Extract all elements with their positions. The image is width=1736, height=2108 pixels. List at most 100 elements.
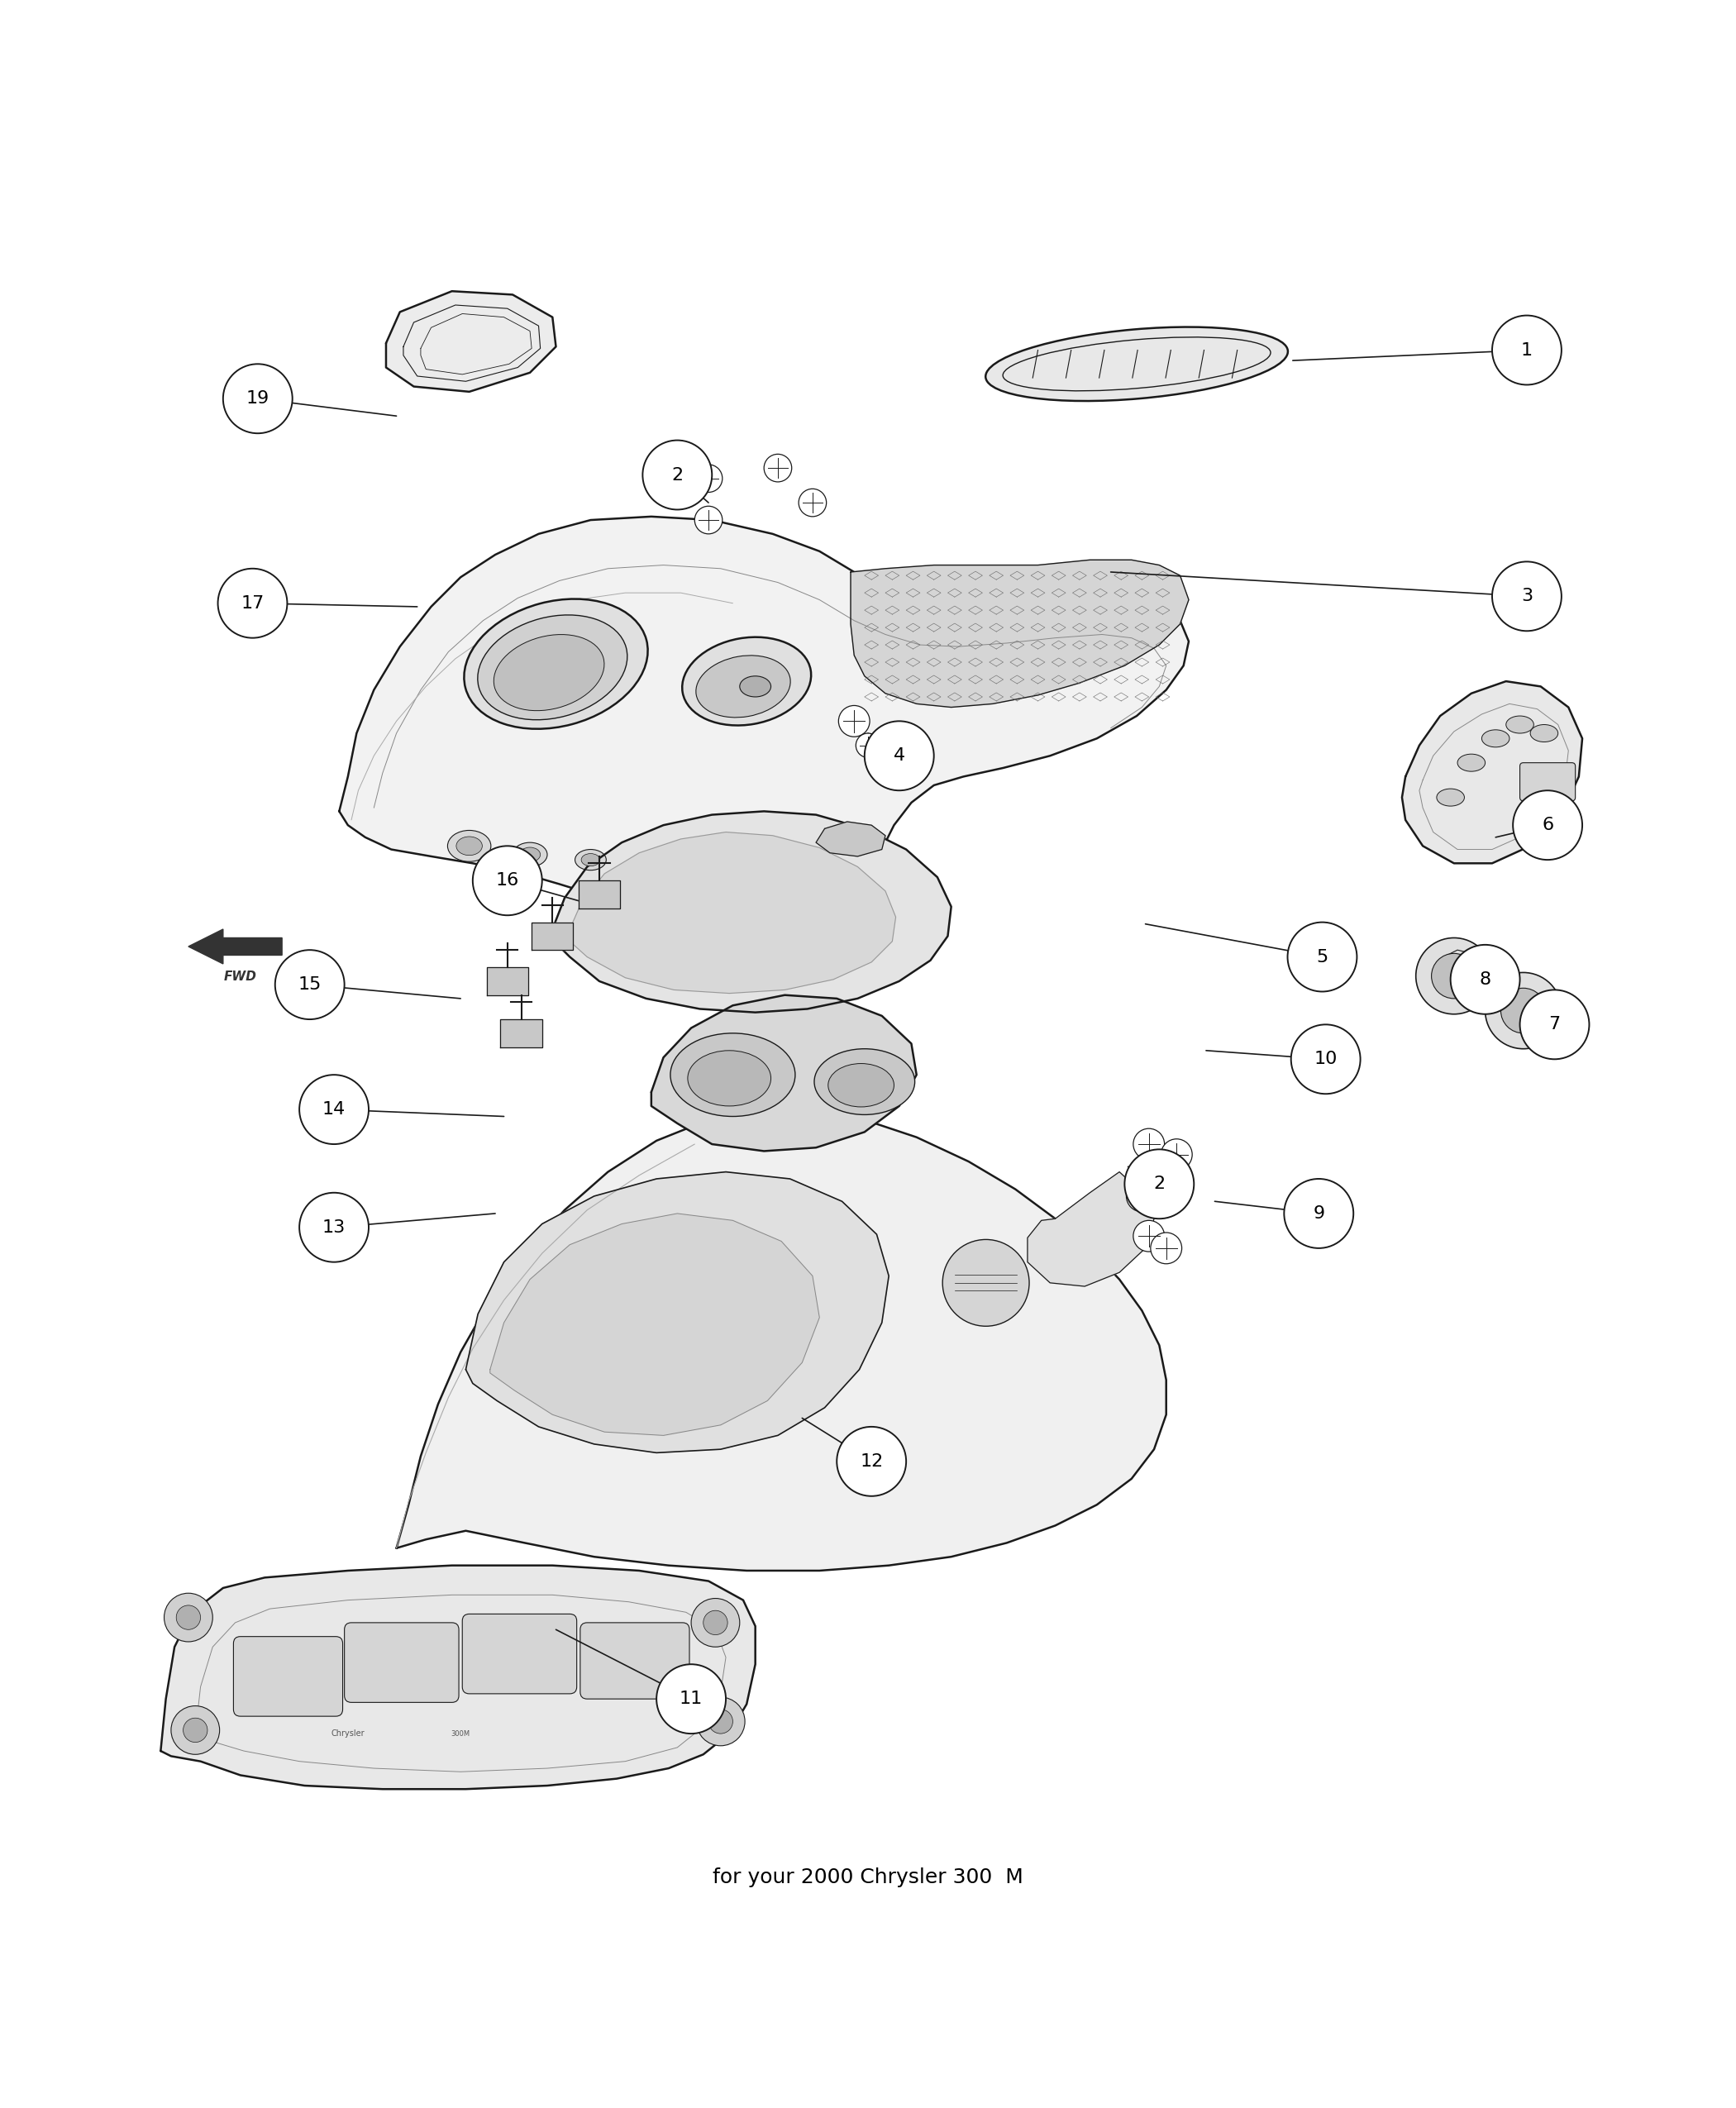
Polygon shape [851,561,1189,708]
Polygon shape [161,1566,755,1790]
Polygon shape [189,930,281,963]
Text: 6: 6 [1542,818,1554,833]
Ellipse shape [477,616,627,719]
Circle shape [694,506,722,533]
Circle shape [1127,1180,1158,1212]
Circle shape [1521,991,1588,1058]
FancyBboxPatch shape [1521,763,1575,801]
Polygon shape [578,881,620,909]
Circle shape [1151,1233,1182,1265]
Polygon shape [816,822,885,856]
Text: 4: 4 [894,748,904,763]
Circle shape [696,1697,745,1745]
Polygon shape [486,968,528,995]
Polygon shape [1403,681,1581,864]
Text: 10: 10 [1314,1052,1337,1067]
Ellipse shape [687,1050,771,1107]
Circle shape [799,489,826,516]
Circle shape [865,721,934,790]
Circle shape [1486,972,1561,1050]
Text: Chrysler: Chrysler [332,1729,365,1737]
Circle shape [217,569,286,639]
Text: 19: 19 [247,390,269,407]
Text: 15: 15 [299,976,321,993]
Circle shape [184,1718,208,1743]
Circle shape [177,1606,201,1629]
Text: 7: 7 [1549,1016,1561,1033]
Polygon shape [385,291,556,392]
Polygon shape [531,921,573,951]
FancyBboxPatch shape [344,1623,458,1703]
Ellipse shape [512,843,547,866]
Ellipse shape [740,677,771,698]
Circle shape [1285,1178,1354,1248]
Circle shape [1134,1128,1165,1159]
Circle shape [656,1663,726,1733]
Text: for your 2000 Chrysler 300  M: for your 2000 Chrysler 300 M [713,1868,1023,1887]
Circle shape [837,1427,906,1497]
Circle shape [1502,989,1545,1033]
Text: 2: 2 [1153,1176,1165,1193]
Circle shape [838,706,870,736]
Text: 1: 1 [1521,341,1533,358]
Circle shape [1125,1149,1194,1218]
Circle shape [1493,561,1561,630]
Ellipse shape [1483,729,1510,746]
Ellipse shape [986,327,1288,401]
Text: 8: 8 [1479,972,1491,989]
Circle shape [1134,1221,1165,1252]
Circle shape [274,951,344,1020]
Text: 5: 5 [1316,949,1328,965]
Circle shape [1288,921,1358,991]
Ellipse shape [682,637,811,725]
Text: 3: 3 [1521,588,1533,605]
Ellipse shape [1529,725,1557,742]
Circle shape [299,1075,368,1145]
FancyBboxPatch shape [462,1615,576,1693]
Circle shape [856,734,880,757]
Circle shape [165,1594,212,1642]
Polygon shape [651,995,917,1151]
Circle shape [1514,790,1581,860]
Circle shape [222,365,292,434]
Circle shape [694,464,722,493]
Circle shape [642,441,712,510]
Ellipse shape [493,635,604,710]
Circle shape [943,1240,1029,1326]
Polygon shape [552,812,951,1012]
Ellipse shape [1458,755,1486,772]
Text: 12: 12 [859,1452,884,1469]
Circle shape [1493,316,1561,386]
Polygon shape [569,833,896,993]
Ellipse shape [457,837,483,856]
Text: 16: 16 [496,873,519,890]
Ellipse shape [1507,717,1533,734]
FancyBboxPatch shape [580,1623,689,1699]
Polygon shape [339,516,1189,936]
FancyBboxPatch shape [233,1636,342,1716]
Ellipse shape [828,1065,894,1107]
Ellipse shape [575,850,606,871]
Circle shape [1432,953,1477,999]
Circle shape [472,845,542,915]
Text: FWD: FWD [224,972,257,982]
Polygon shape [1437,951,1476,984]
Polygon shape [500,1020,542,1048]
Circle shape [1417,938,1493,1014]
Circle shape [1292,1024,1361,1094]
Ellipse shape [814,1050,915,1115]
Circle shape [703,1611,727,1636]
Ellipse shape [519,847,540,862]
Text: 13: 13 [323,1218,345,1235]
Text: 11: 11 [679,1691,703,1707]
Polygon shape [490,1214,819,1436]
Circle shape [691,1598,740,1646]
Polygon shape [396,1109,1167,1570]
Circle shape [1451,944,1521,1014]
Circle shape [1151,1187,1182,1216]
Ellipse shape [448,831,491,862]
Circle shape [708,1710,733,1733]
Text: 2: 2 [672,466,684,483]
Ellipse shape [464,599,648,729]
Circle shape [1161,1138,1193,1170]
